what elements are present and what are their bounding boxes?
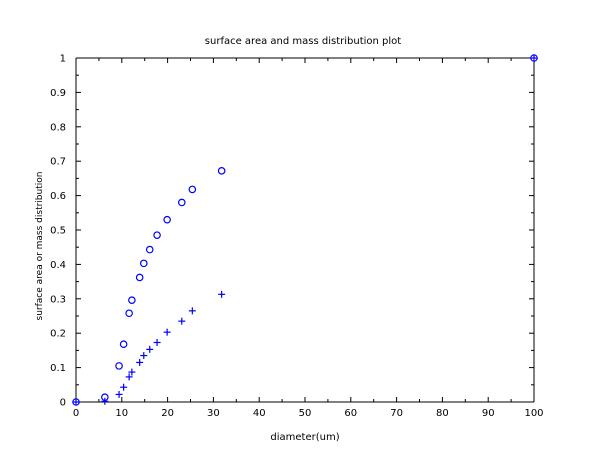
y-tick-label: 1 [60, 54, 66, 65]
y-axis-label: surface area or mass distribution [35, 172, 45, 321]
y-tick-label: 0.6 [50, 191, 66, 202]
x-axis-ticks: 0 10 20 30 40 50 60 70 80 90 100 [73, 58, 544, 419]
data-point-plus [140, 352, 148, 360]
data-point-circle [217, 167, 226, 175]
y-tick-label: 0 [60, 398, 66, 409]
y-tick-label: 0.5 [50, 226, 66, 237]
data-point-plus [120, 383, 128, 391]
x-tick-label: 60 [344, 408, 357, 419]
data-point-plus [146, 345, 154, 353]
data-point-circle [177, 198, 186, 207]
x-axis-label: diameter(um) [270, 432, 339, 443]
data-point-circle [119, 340, 128, 349]
y-tick-label: 0.9 [50, 88, 66, 99]
data-marks [72, 54, 538, 406]
y-axis-ticks: 0 0.1 0.2 0.3 0.4 0.5 0.6 0.7 0.8 0.9 1 [50, 54, 534, 409]
data-point-circle [163, 215, 171, 224]
x-tick-label: 40 [253, 408, 266, 419]
x-tick-label: 70 [390, 408, 403, 419]
data-point-plus [72, 398, 80, 406]
data-point-circle [153, 231, 161, 239]
chart-title: surface area and mass distribution plot [205, 36, 401, 47]
data-point-circle [125, 309, 133, 318]
data-point-plus [188, 307, 196, 315]
data-point-plus [163, 328, 171, 336]
y-tick-label: 0.2 [50, 329, 66, 340]
data-point-plus [136, 358, 144, 366]
data-point-circle [145, 245, 154, 254]
data-point-plus [530, 54, 538, 62]
data-point-plus [101, 397, 109, 405]
y-tick-label: 0.1 [50, 363, 66, 374]
x-tick-label: 100 [524, 408, 543, 419]
x-tick-label: 20 [161, 408, 174, 419]
x-tick-label: 30 [207, 408, 220, 419]
y-tick-label: 0.8 [50, 122, 66, 133]
data-point-plus [115, 390, 123, 398]
x-tick-label: 0 [73, 408, 79, 419]
data-point-circle [188, 185, 197, 194]
x-tick-label: 90 [482, 408, 495, 419]
y-tick-label: 0.4 [50, 260, 66, 271]
y-tick-label: 0.7 [50, 157, 66, 168]
x-tick-label: 80 [436, 408, 449, 419]
data-point-circle [128, 296, 136, 304]
x-tick-label: 50 [299, 408, 312, 419]
data-point-circle [115, 362, 123, 370]
y-tick-label: 0.3 [50, 294, 66, 305]
data-point-plus [125, 373, 133, 381]
data-point-plus [128, 368, 136, 376]
x-tick-label: 10 [115, 408, 128, 419]
data-point-circle [139, 259, 148, 268]
plot-frame [75, 57, 535, 403]
data-point-plus [178, 317, 186, 325]
data-point-plus [153, 338, 161, 346]
data-point-circle [135, 273, 144, 282]
data-point-plus [218, 290, 226, 298]
